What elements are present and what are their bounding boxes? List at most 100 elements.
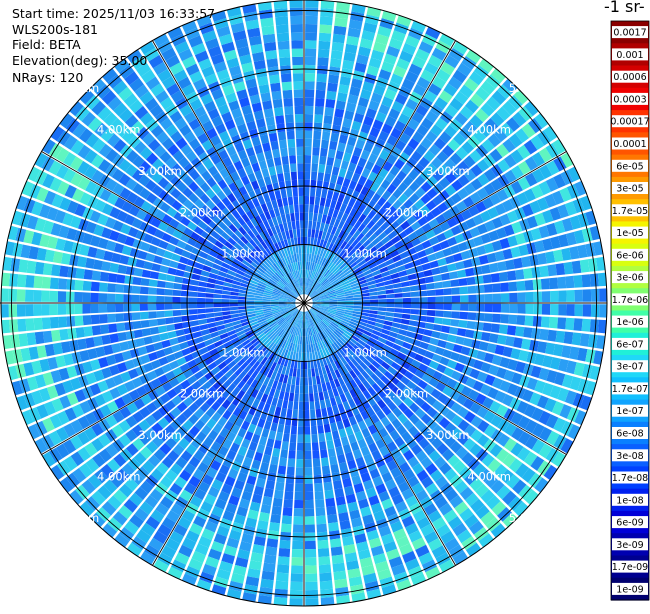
ray-gate — [62, 380, 74, 394]
ray-gate — [257, 266, 266, 274]
ray-gate — [290, 573, 303, 582]
ray-gate — [305, 565, 317, 574]
ray-gate — [377, 231, 387, 241]
ray-gate — [216, 405, 227, 416]
ray-gate — [291, 308, 298, 315]
ray-gate — [351, 423, 361, 434]
ray-gate — [251, 459, 261, 470]
ray-gate — [406, 247, 417, 256]
ray-gate — [382, 201, 392, 211]
ray-gate — [383, 541, 398, 553]
ray-gate — [49, 290, 58, 302]
ray-gate — [290, 24, 303, 33]
ray-gate — [222, 510, 235, 522]
ray-gate — [309, 279, 313, 288]
ray-gate — [312, 147, 320, 156]
ray-gate — [101, 90, 117, 105]
ray-gate — [145, 414, 157, 427]
ray-gate — [423, 503, 438, 516]
ray-gate — [476, 245, 487, 256]
ray-gate — [146, 192, 158, 204]
ray-gate — [59, 477, 74, 493]
ray-gate — [330, 277, 338, 284]
ray-gate — [319, 341, 324, 350]
ray-gate — [430, 469, 443, 482]
ray-gate — [280, 73, 292, 83]
ray-gate — [237, 346, 247, 355]
ray-gate — [227, 213, 237, 224]
ray-gate — [259, 264, 267, 272]
ray-gate — [436, 523, 451, 537]
ray-gate — [526, 215, 538, 229]
ray-gate — [382, 253, 392, 262]
ray-gate — [170, 188, 182, 199]
ray-gate — [497, 159, 510, 173]
ray-gate — [189, 391, 200, 402]
ray-gate — [464, 411, 476, 423]
ray-gate — [51, 264, 61, 277]
ray-gate — [109, 474, 124, 488]
ray-gate — [306, 286, 310, 295]
ray-gate — [315, 98, 325, 107]
ray-gate — [362, 389, 372, 400]
ray-gate — [381, 533, 395, 545]
ray-gate — [306, 269, 310, 279]
ray-gate — [445, 409, 457, 422]
ray-gate — [463, 337, 473, 347]
ray-gate — [374, 227, 384, 237]
ray-gate — [213, 340, 223, 348]
ray-gate — [365, 355, 375, 364]
ray-gate — [319, 239, 325, 248]
ray-gate — [271, 309, 280, 314]
ray-gate — [339, 76, 351, 86]
ray — [1, 303, 296, 318]
ray-gate — [276, 123, 286, 133]
ray-gate — [280, 278, 288, 286]
ray-gate — [256, 316, 266, 321]
ray-gate — [391, 277, 401, 284]
ray-gate — [417, 379, 428, 390]
ray-gate — [328, 324, 337, 331]
ray-gate — [236, 239, 246, 248]
ray-gate — [233, 276, 243, 283]
ray-gate — [446, 378, 458, 389]
ray-gate — [212, 380, 223, 390]
ray-gate — [581, 318, 591, 332]
ray-gate — [396, 58, 410, 71]
ray-gate — [559, 404, 572, 419]
ray-gate — [313, 474, 323, 484]
ray-gate — [464, 77, 479, 92]
ray-gate — [363, 22, 378, 34]
ray-gate — [58, 316, 68, 328]
ray — [4, 304, 296, 365]
ray-gate — [538, 147, 553, 163]
ray-gate — [378, 299, 387, 303]
ray-gate — [421, 262, 431, 271]
ray-gate — [274, 489, 284, 499]
ray-gate — [287, 304, 296, 308]
ray-gate — [305, 311, 307, 320]
ray-gate — [160, 97, 174, 110]
ray — [50, 125, 297, 299]
ray-gate — [34, 217, 47, 232]
ray-gate — [249, 250, 258, 259]
ray-gate — [266, 58, 279, 68]
ray-gate — [401, 431, 412, 443]
ray-gate — [403, 408, 414, 419]
ray-gate — [197, 292, 206, 298]
ray-gate — [305, 32, 317, 41]
ray-gate — [553, 249, 564, 263]
ray-gate — [426, 419, 438, 431]
ray-gate — [360, 446, 371, 457]
ray-gate — [298, 278, 302, 287]
ray-gate — [189, 204, 200, 215]
ray-gate — [288, 282, 294, 290]
ray-gate — [390, 272, 400, 280]
ray-gate — [305, 277, 307, 287]
ray-gate — [323, 373, 330, 383]
ray-gate — [549, 277, 559, 290]
ray-gate — [330, 546, 343, 556]
ray-gate — [291, 376, 296, 385]
ray-gate — [445, 341, 455, 351]
